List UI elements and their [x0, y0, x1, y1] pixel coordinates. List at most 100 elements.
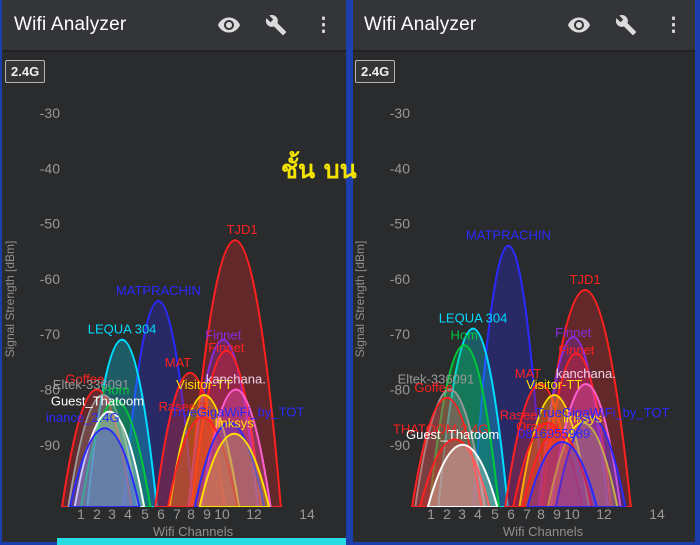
ssid-label: Goffee [65, 372, 104, 387]
wifi-curve [198, 433, 271, 507]
wifi-curve [426, 443, 499, 507]
appbar-actions: ⋮ [567, 13, 686, 37]
appbar: Wifi Analyzer ⋮ [0, 0, 350, 50]
x-tick-label: 6 [507, 506, 515, 522]
y-tick-label: -80 [40, 382, 60, 398]
app-title: Wifi Analyzer [14, 14, 127, 35]
ssid-label: TJD1 [570, 272, 601, 287]
ssid-label: Rasee 3 [500, 408, 548, 423]
ssid-label: 0816955989 [518, 426, 590, 441]
band-selector-badge[interactable]: 2.4G [5, 60, 46, 83]
x-tick-label: 10 [564, 506, 580, 522]
x-tick-label: 7 [173, 506, 181, 522]
ssid-label: kanchana. [206, 372, 266, 387]
ssid-label: Finnet [208, 340, 245, 355]
curves-layer [61, 239, 282, 507]
ssid-label: kanchana. [556, 366, 616, 381]
wifi-curve [166, 416, 239, 507]
curves-layer [411, 245, 632, 507]
x-tick-label: 1 [77, 506, 85, 522]
x-tick-label: 4 [124, 506, 132, 522]
wifi-curve [411, 396, 483, 507]
y-tick-label: -70 [390, 326, 410, 342]
y-tick-label: -80 [390, 382, 410, 398]
floor-annotation: ชั้น บน [281, 155, 357, 184]
ssid-label: Goffee [414, 380, 453, 395]
x-tick-label: 2 [93, 506, 101, 522]
collage-border-right [695, 0, 700, 545]
ssid-label: Finnet [555, 325, 592, 340]
x-tick-label: 5 [491, 506, 499, 522]
x-tick-label: 4 [474, 506, 482, 522]
settings-wrench-icon[interactable] [265, 14, 287, 36]
x-tick-label: 9 [553, 506, 561, 522]
overflow-menu-icon[interactable]: ⋮ [664, 14, 683, 36]
x-tick-label: 7 [523, 506, 531, 522]
appbar-actions: ⋮ [217, 13, 336, 37]
panel-left: -30 -40 -50 -60 -70 -80 -90 1 2 3 4 5 6 7 8 9 10 12 14 Wifi… [0, 0, 350, 539]
ssid-label: Visitor-TT [176, 377, 232, 392]
ssid-label: Finnet [558, 343, 595, 358]
wifi-curve [526, 441, 598, 507]
y-tick-label: -40 [390, 160, 410, 176]
wifi-curve [73, 410, 146, 507]
ssid-label: linksys [563, 411, 603, 426]
x-tick-label: 8 [537, 506, 545, 522]
settings-wrench-icon[interactable] [615, 14, 637, 36]
y-tick-label: -40 [40, 160, 60, 176]
appbar: Wifi Analyzer ⋮ [350, 0, 700, 50]
wifi-curve [554, 416, 627, 507]
ssid-label: Guest_Thatoom [406, 427, 499, 442]
x-tick-label: 2 [443, 506, 451, 522]
wifi-curve [68, 427, 141, 507]
x-axis-title: Wifi Channels [503, 524, 584, 539]
x-tick-label: 5 [141, 506, 149, 522]
bottom-highlight-bar [57, 538, 346, 545]
ssid-label: MATPRACHIN [116, 283, 201, 298]
wifi-channel-chart-left: -30-40-50-60-70-80-901 2 3 4 5 6 7 8 9 10 12 14Wifi… [40, 105, 315, 539]
y-tick-label: -90 [40, 437, 60, 453]
ssid-label: Visitor-TT [526, 377, 582, 392]
ssid-label: Hom [102, 383, 129, 398]
visibility-eye-icon[interactable] [217, 13, 241, 37]
ssid-label: inance_2.4G [46, 410, 120, 425]
x-tick-label: 6 [157, 506, 165, 522]
collage-border-bottom [0, 542, 700, 545]
x-tick-label: 1 [427, 506, 435, 522]
y-tick-label: -30 [40, 105, 60, 121]
ssid-label: MAT [515, 366, 542, 381]
y-tick-label: -50 [390, 216, 410, 232]
ssid-label: LEQUA 304 [439, 311, 508, 326]
wifi-curve [550, 383, 622, 507]
ssid-label: Rasee 3 [158, 399, 206, 414]
band-selector-badge[interactable]: 2.4G [355, 60, 396, 83]
y-tick-label: -30 [390, 105, 410, 121]
x-tick-label: 8 [187, 506, 195, 522]
x-tick-label: 3 [108, 506, 116, 522]
y-tick-label: -50 [40, 216, 60, 232]
app-title: Wifi Analyzer [364, 14, 477, 35]
ssid-label: TrueGigaWiFi_by_TOT [171, 405, 305, 420]
x-tick-label: 14 [299, 506, 315, 522]
wifi-curve [437, 328, 509, 507]
ssid-label: Eltek-336091 [398, 372, 475, 387]
panel-divider [346, 0, 353, 545]
wifi-curve [504, 383, 576, 507]
wifi-curve [200, 388, 272, 507]
ssid-label: TJD1 [227, 222, 258, 237]
collage-border-left [0, 0, 2, 545]
y-tick-label: -60 [390, 271, 410, 287]
ssid-label: THATOOM 2.4G [393, 421, 489, 436]
ssid-label: MATPRACHIN [466, 228, 551, 243]
ssid-label: Hom [450, 327, 477, 342]
panel-right: -30 -40 -50 -60 -70 -80 -90 1 2 3 4 5 6 7 8 9 10 12 14 Wifi… [350, 0, 700, 545]
x-tick-label: 12 [246, 506, 262, 522]
x-tick-label: 3 [458, 506, 466, 522]
wifi-curve [190, 349, 263, 507]
overflow-menu-icon[interactable]: ⋮ [314, 14, 333, 36]
x-tick-label: 9 [203, 506, 211, 522]
wifi-curve [168, 394, 241, 507]
x-tick-label: 14 [649, 506, 665, 522]
ssid-label: MAT [165, 355, 192, 370]
visibility-eye-icon[interactable] [567, 13, 591, 37]
